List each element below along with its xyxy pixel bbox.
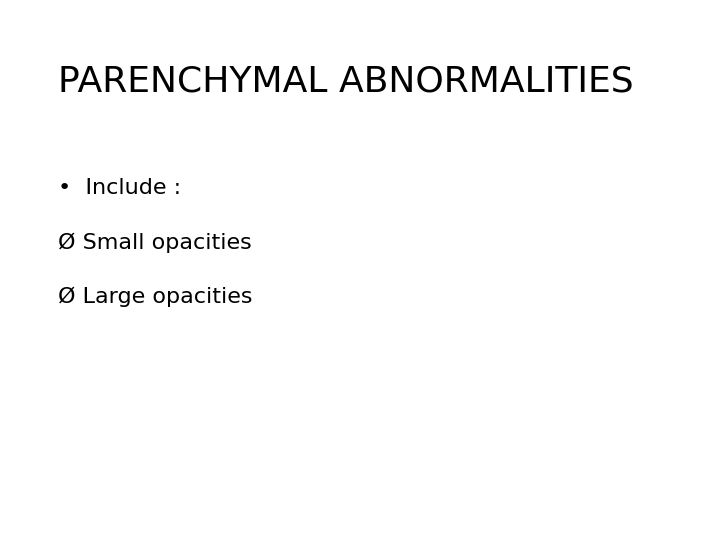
Text: •  Include :: • Include : [58, 178, 181, 198]
Text: Ø Small opacities: Ø Small opacities [58, 232, 251, 253]
Text: Ø Large opacities: Ø Large opacities [58, 286, 252, 307]
Text: PARENCHYMAL ABNORMALITIES: PARENCHYMAL ABNORMALITIES [58, 65, 633, 99]
